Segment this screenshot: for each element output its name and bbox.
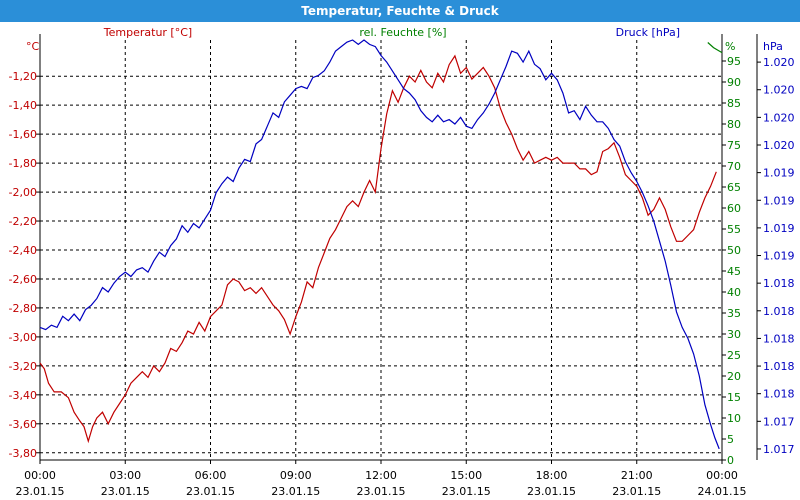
x-tick-label-time: 03:00 (109, 469, 141, 482)
pressure-tick-label: 1.018 (763, 305, 795, 318)
chart-title: Temperatur, Feuchte & Druck (0, 0, 800, 22)
x-tick-label-date: 23.01.15 (527, 485, 576, 498)
x-tick-label-date: 23.01.15 (16, 485, 65, 498)
humidity-tick-label: 95 (727, 55, 741, 68)
pressure-tick-label: 1.020 (763, 84, 795, 97)
pressure-tick-label: 1.019 (763, 194, 795, 207)
x-tick-label-time: 18:00 (536, 469, 568, 482)
temperature-tick-label: -3,60 (9, 418, 37, 431)
humidity-tick-label: 85 (727, 97, 741, 110)
x-tick-label-time: 06:00 (195, 469, 227, 482)
temperature-tick-label: -1,80 (9, 157, 37, 170)
x-tick-label-date: 23.01.15 (442, 485, 491, 498)
x-tick-label-time: 00:00 (24, 469, 56, 482)
humidity-tick-label: 35 (727, 307, 741, 320)
x-tick-label-date: 23.01.15 (612, 485, 661, 498)
humidity-tick-label: 30 (727, 328, 741, 341)
x-tick-label-time: 12:00 (365, 469, 397, 482)
x-tick-label-time: 09:00 (280, 469, 312, 482)
temperature-unit-label: °C (26, 40, 40, 53)
humidity-tick-label: 70 (727, 160, 741, 173)
humidity-axis-label: rel. Feuchte [%] (359, 26, 446, 39)
pressure-tick-label: 1.020 (763, 111, 795, 124)
pressure-tick-label: 1.019 (763, 222, 795, 235)
pressure-tick-label: 1.019 (763, 167, 795, 180)
pressure-tick-label: 1.018 (763, 360, 795, 373)
x-tick-label-time: 00:00 (706, 469, 738, 482)
temperature-tick-label: -3,20 (9, 360, 37, 373)
pressure-tick-label: 1.018 (763, 332, 795, 345)
humidity-tick-label: 40 (727, 286, 741, 299)
series-line-pressure (39, 39, 720, 450)
pressure-tick-label: 1.020 (763, 139, 795, 152)
pressure-unit-label: hPa (763, 40, 783, 53)
x-tick-label-date: 24.01.15 (698, 485, 747, 498)
x-tick-label-date: 23.01.15 (357, 485, 406, 498)
x-tick-label-date: 23.01.15 (271, 485, 320, 498)
humidity-tick-label: 25 (727, 349, 741, 362)
pressure-tick-label: 1.020 (763, 56, 795, 69)
pressure-tick-label: 1.017 (763, 415, 795, 428)
humidity-tick-label: 90 (727, 76, 741, 89)
humidity-tick-label: 20 (727, 370, 741, 383)
temperature-tick-label: -1,60 (9, 128, 37, 141)
x-tick-label-time: 15:00 (450, 469, 482, 482)
pressure-axis-label: Druck [hPa] (616, 26, 680, 39)
x-tick-label-date: 23.01.15 (186, 485, 235, 498)
temperature-tick-label: -3,80 (9, 447, 37, 460)
temperature-tick-label: -2,20 (9, 215, 37, 228)
temperature-tick-label: -1,20 (9, 70, 37, 83)
temperature-tick-label: -3,40 (9, 389, 37, 402)
x-tick-label-time: 21:00 (621, 469, 653, 482)
humidity-tick-label: 80 (727, 118, 741, 131)
pressure-tick-label: 1.018 (763, 277, 795, 290)
humidity-tick-label: 60 (727, 202, 741, 215)
humidity-tick-label: 0 (727, 454, 734, 467)
humidity-tick-label: 15 (727, 391, 741, 404)
temperature-axis-label: Temperatur [°C] (103, 26, 192, 39)
temperature-tick-label: -2,00 (9, 186, 37, 199)
pressure-tick-label: 1.018 (763, 388, 795, 401)
humidity-unit-label: % (725, 40, 735, 53)
temperature-tick-label: -2,60 (9, 273, 37, 286)
temperature-tick-label: -2,80 (9, 302, 37, 315)
series-line-temperature (39, 54, 717, 444)
humidity-tick-label: 45 (727, 265, 741, 278)
pressure-tick-label: 1.017 (763, 443, 795, 456)
pressure-tick-label: 1.019 (763, 250, 795, 263)
humidity-tick-label: 10 (727, 412, 741, 425)
temperature-tick-label: -3,00 (9, 331, 37, 344)
humidity-tick-label: 5 (727, 433, 734, 446)
x-tick-label-date: 23.01.15 (101, 485, 150, 498)
humidity-tick-label: 75 (727, 139, 741, 152)
temperature-tick-label: -2,40 (9, 244, 37, 257)
series-line-humidity (707, 42, 723, 54)
temperature-tick-label: -1,40 (9, 99, 37, 112)
humidity-tick-label: 55 (727, 223, 741, 236)
humidity-tick-label: 65 (727, 181, 741, 194)
humidity-tick-label: 50 (727, 244, 741, 257)
